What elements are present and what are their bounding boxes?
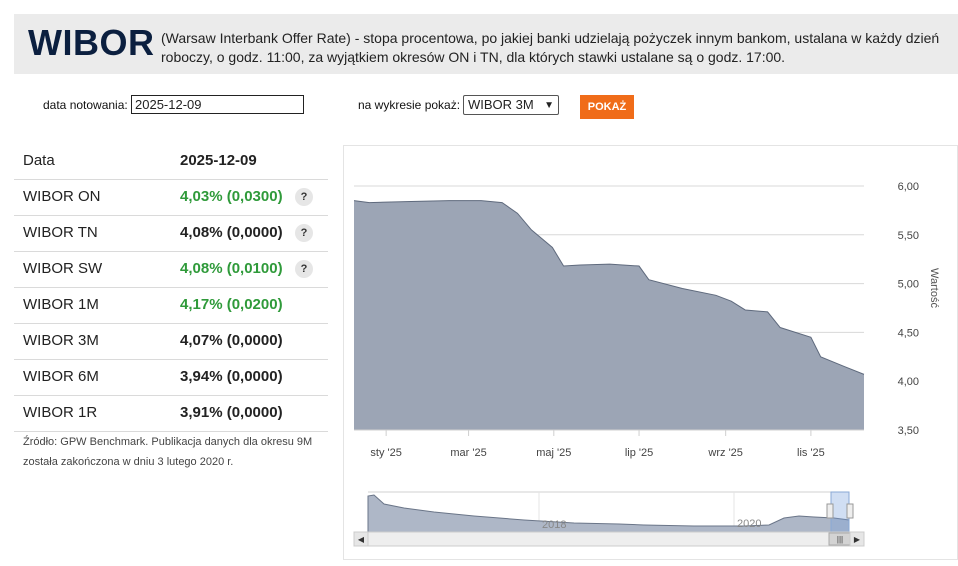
y-tick-label: 4,00 (898, 376, 919, 388)
table-row: WIBOR 1R 3,91% (0,0000) (14, 396, 328, 432)
series-line (353, 200, 865, 375)
rate-value: 4,08% (0,0100) (180, 260, 283, 277)
scroll-left-arrow-icon: ◀ (358, 535, 365, 544)
table-row: WIBOR TN 4,08% (0,0000)? (14, 216, 328, 252)
x-tick-label: lip '25 (625, 447, 653, 459)
navigator-handle-right (846, 503, 854, 519)
table-header-date: 2025-12-09 (180, 152, 257, 169)
source-note: Źródło: GPW Benchmark. Publikacja danych… (23, 436, 313, 468)
y-tick-label: 6,00 (898, 181, 919, 193)
rate-name: WIBOR TN (23, 224, 98, 241)
table-row: WIBOR ON 4,03% (0,0300)? (14, 180, 328, 216)
help-icon[interactable]: ? (295, 188, 313, 206)
table-header-row: Data 2025-12-09 (14, 144, 328, 180)
x-tick-label: wrz '25 (707, 447, 743, 459)
rate-value: 4,17% (0,0200) (180, 296, 283, 313)
table-row: WIBOR 6M 3,94% (0,0000) (14, 360, 328, 396)
show-button[interactable]: POKAŻ (580, 95, 634, 119)
rate-value: 4,07% (0,0000) (180, 332, 283, 349)
navigator-label: 2018 (542, 519, 566, 531)
scroll-right-arrow-icon: ▶ (854, 535, 861, 544)
table-row: WIBOR 3M 4,07% (0,0000) (14, 324, 328, 360)
rate-name: WIBOR 6M (23, 368, 99, 385)
y-tick-label: 4,50 (898, 327, 919, 339)
rate-value: 3,91% (0,0000) (180, 404, 283, 421)
rate-name: WIBOR 1R (23, 404, 98, 421)
scrollbar-right-button (849, 531, 865, 547)
y-axis-title: Wartość (928, 268, 940, 308)
header-banner: WIBOR (Warsaw Interbank Offer Rate) - st… (14, 14, 958, 74)
rate-select-value: WIBOR 3M (468, 97, 534, 112)
help-icon[interactable]: ? (295, 260, 313, 278)
table-row: WIBOR SW 4,08% (0,0100)? (14, 252, 328, 288)
rates-table: Data 2025-12-09 WIBOR ON 4,03% (0,0300)? W… (14, 144, 328, 432)
rate-value: 4,03% (0,0300) (180, 188, 283, 205)
x-tick-label: mar '25 (450, 447, 486, 459)
table-row: WIBOR 1M 4,17% (0,0200) (14, 288, 328, 324)
scrollbar-track (353, 531, 865, 547)
table-header-label: Data (23, 152, 55, 169)
rate-value: 4,08% (0,0000) (180, 224, 283, 241)
help-icon[interactable]: ? (295, 224, 313, 242)
rate-select[interactable]: WIBOR 3M ▼ (463, 95, 559, 115)
navigator-handle-left (826, 503, 834, 519)
scroll-grip-icon: ||| (837, 535, 843, 544)
navigator-window (830, 491, 850, 533)
x-tick-label: lis '25 (797, 447, 825, 459)
scrollbar-left-button (353, 531, 369, 547)
rate-name: WIBOR SW (23, 260, 103, 277)
date-input[interactable]: 2025-12-09 (131, 95, 304, 114)
series-area (354, 200, 864, 430)
date-label: data notowania: (43, 98, 128, 112)
rate-value: 3,94% (0,0000) (180, 368, 283, 385)
navigator-area (367, 494, 850, 533)
y-tick-label: 3,50 (898, 425, 919, 437)
wibor-description: (Warsaw Interbank Offer Rate) - stopa pr… (161, 30, 940, 65)
chart-select-label: na wykresie pokaż: (358, 98, 461, 112)
wibor-chart: 6,00 5,50 5,00 4,50 4,00 3,50 sty '25 mar '25 ma… (353, 181, 940, 547)
rate-name: WIBOR 1M (23, 296, 99, 313)
x-tick-label: sty '25 (370, 447, 401, 459)
wibor-logo: WIBOR (28, 22, 155, 63)
y-tick-label: 5,00 (898, 279, 919, 291)
chart-container: 6,00 5,50 5,00 4,50 4,00 3,50 sty '25 mar '25 ma… (343, 145, 958, 560)
rate-name: WIBOR 3M (23, 332, 99, 349)
navigator-label: 2020 (737, 518, 761, 530)
x-tick-label: maj '25 (536, 447, 571, 459)
chevron-down-icon: ▼ (544, 100, 554, 111)
rate-name: WIBOR ON (23, 188, 101, 205)
y-tick-label: 5,50 (898, 230, 919, 242)
